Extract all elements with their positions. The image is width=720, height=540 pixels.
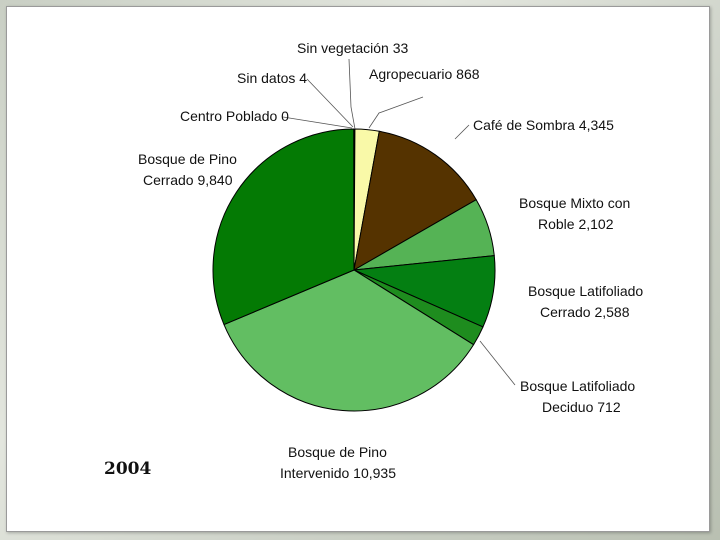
- label-centro-poblado: Centro Poblado 0: [180, 108, 289, 124]
- pie-slice-bosque-de-pino-cerrado: [212, 128, 355, 326]
- pie-slice-cafe-de-sombra: [353, 130, 477, 271]
- label-pino-cerrado-line2: Cerrado 9,840: [143, 172, 233, 188]
- year-label: 2004: [104, 459, 152, 479]
- label-pino-cerrado-line1: Bosque de Pino: [138, 151, 237, 167]
- leader-cafe-de-sombra: [454, 124, 470, 140]
- label-bosque-mixto-line2: Roble 2,102: [538, 216, 614, 232]
- pie-chart: Sin vegetación 33 Agropecuario 868 Café …: [138, 40, 643, 481]
- leader-agropecuario: [368, 96, 424, 129]
- label-cafe-de-sombra: Café de Sombra 4,345: [473, 117, 614, 133]
- leader-sin-datos: [306, 78, 354, 128]
- leader-centro-poblado: [282, 116, 353, 129]
- label-sin-datos: Sin datos 4: [237, 70, 307, 86]
- label-agropecuario: Agropecuario 868: [369, 66, 480, 82]
- label-latifoliado-deciduo-line1: Bosque Latifoliado: [520, 378, 635, 394]
- leader-sin-vegetacion: [348, 58, 356, 130]
- label-bosque-mixto-line1: Bosque Mixto con: [519, 195, 630, 211]
- label-pino-intervenido-line1: Bosque de Pino: [288, 444, 387, 460]
- label-latifoliado-cerrado-line2: Cerrado 2,588: [540, 304, 630, 320]
- leader-latifoliado-deciduo: [479, 340, 516, 386]
- chart-panel: Sin vegetación 33 Agropecuario 868 Café …: [6, 6, 710, 532]
- label-latifoliado-deciduo-line2: Deciduo 712: [542, 399, 621, 415]
- pie-slice-bosque-de-pino-intervenido: [223, 269, 475, 412]
- label-latifoliado-cerrado-line1: Bosque Latifoliado: [528, 283, 643, 299]
- label-sin-vegetacion: Sin vegetación 33: [297, 40, 409, 56]
- label-pino-intervenido-line2: Intervenido 10,935: [280, 465, 396, 481]
